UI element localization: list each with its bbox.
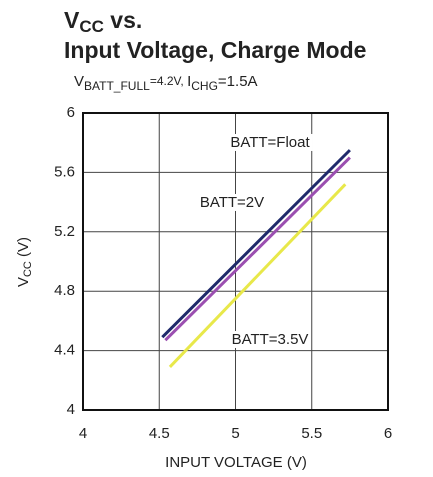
label-bg	[228, 133, 313, 151]
series-label: BATT=2V	[200, 194, 264, 211]
y-axis-label: VCC (V)	[15, 237, 34, 287]
chart-subtitle: VBATT_FULL=4.2V, ICHG=1.5A	[74, 73, 258, 93]
y-tick-label: 5.6	[54, 163, 75, 180]
y-tick-label: 5.2	[54, 223, 75, 240]
series-line	[161, 149, 351, 339]
series-label: BATT=Float	[230, 134, 310, 151]
y-tick-label: 6	[67, 104, 75, 121]
y-tick-label: 4	[67, 401, 75, 418]
chart-title: VCC vs.	[64, 7, 142, 36]
x-tick-label: 4.5	[149, 425, 170, 442]
y-tick-label: 4.4	[54, 342, 75, 359]
label-bg	[197, 193, 267, 211]
x-tick-label: 4	[79, 425, 87, 442]
x-tick-label: 6	[384, 425, 392, 442]
label-bg	[229, 330, 311, 348]
x-tick-label: 5	[231, 425, 239, 442]
y-tick-label: 4.8	[54, 282, 75, 299]
series-line	[168, 183, 347, 368]
x-tick-label: 5.5	[301, 425, 322, 442]
chart-title: Input Voltage, Charge Mode	[64, 37, 366, 63]
series-line	[164, 156, 351, 342]
x-axis-label: INPUT VOLTAGE (V)	[165, 454, 307, 471]
series-label: BATT=3.5V	[232, 331, 309, 348]
plot-frame	[82, 112, 389, 411]
